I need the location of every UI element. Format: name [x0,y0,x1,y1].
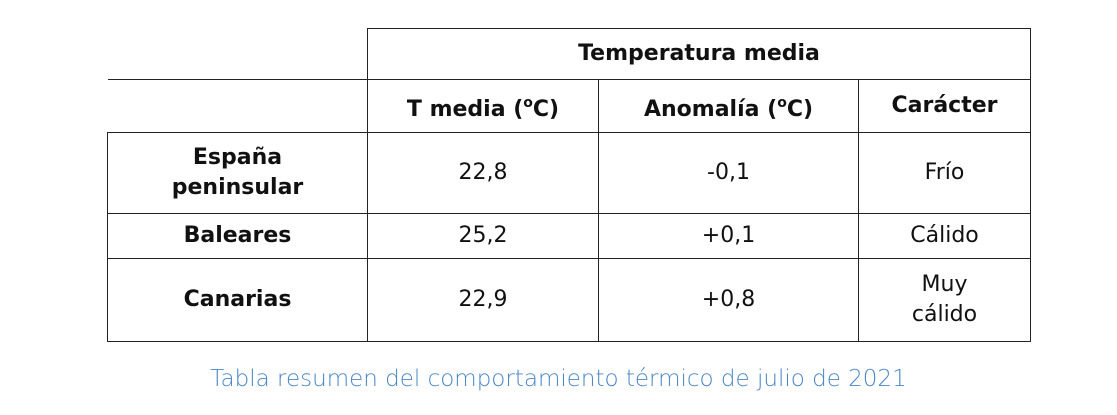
column-header-caracter: Carácter [858,79,1031,133]
cell-caracter: Frío [858,132,1031,214]
cell-t-media: 22,8 [367,132,599,214]
cell-anomalia: +0,8 [598,258,859,342]
row-header-region: España peninsular [107,132,368,214]
column-header-t-media: T media (oC) [367,79,599,133]
table-row: Baleares 25,2 +0,1 Cálido [107,213,1031,259]
cell-t-media: 22,9 [367,258,599,342]
temperature-summary-table: Temperatura media T media (oC) Anomalía … [107,28,1031,342]
cell-anomalia: +0,1 [598,213,859,259]
table-caption: Tabla resumen del comportamiento térmico… [210,366,907,392]
empty-corner-cell [107,28,368,80]
cell-caracter: Muy cálido [858,258,1031,342]
column-header-anomalia: Anomalía (oC) [598,79,859,133]
cell-anomalia: -0,1 [598,132,859,214]
table-row: España peninsular 22,8 -0,1 Frío [107,132,1031,214]
empty-corner-cell [107,79,368,133]
cell-t-media: 25,2 [367,213,599,259]
table-row: Canarias 22,9 +0,8 Muy cálido [107,258,1031,342]
cell-caracter: Cálido [858,213,1031,259]
group-header: Temperatura media [367,28,1031,80]
row-header-region: Baleares [107,213,368,259]
row-header-region: Canarias [107,258,368,342]
